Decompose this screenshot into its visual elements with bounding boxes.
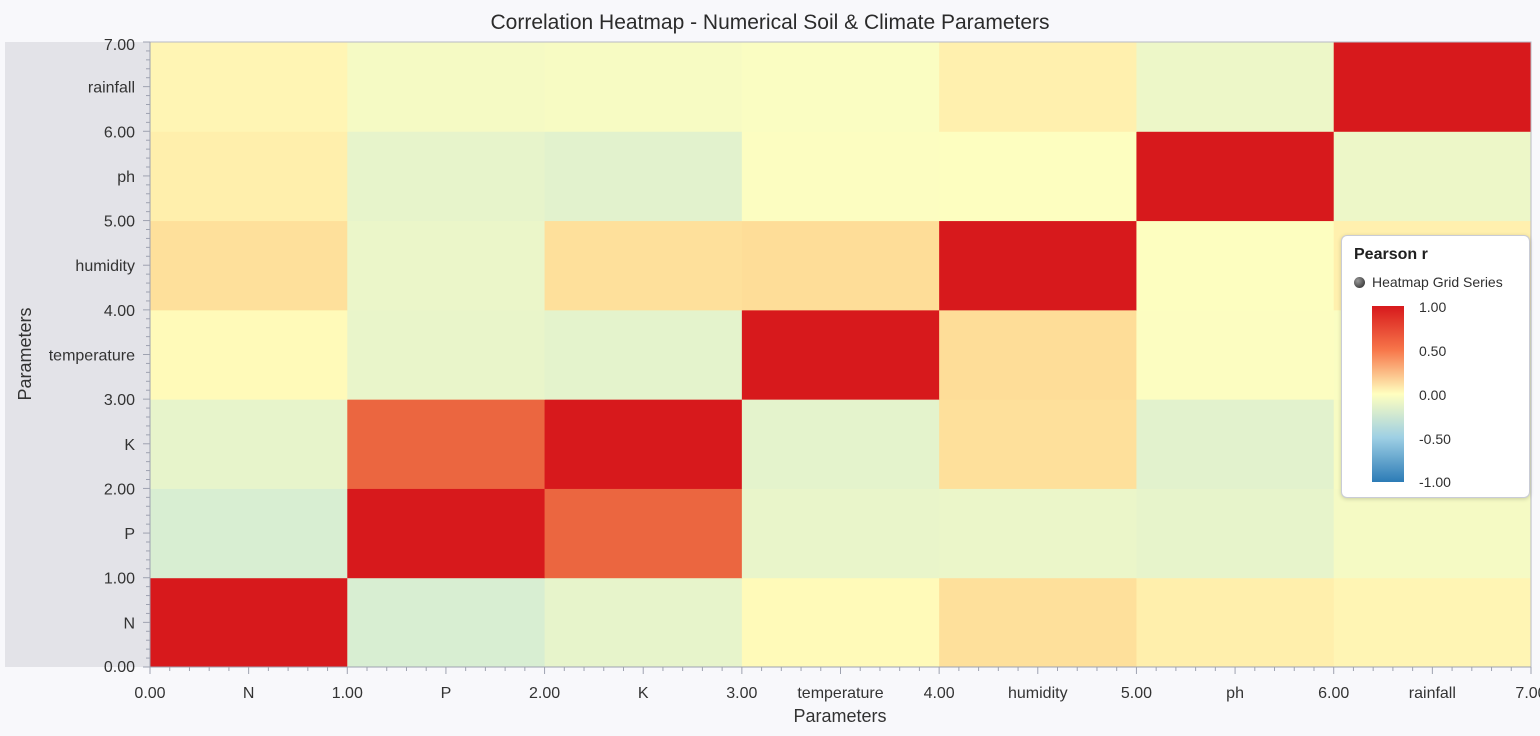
heatmap-cell-humidity-humidity xyxy=(939,220,1137,311)
legend-tick-label: -1.00 xyxy=(1419,474,1451,490)
heatmap-cells xyxy=(150,42,1532,668)
heatmap-cell-K-ph xyxy=(1136,399,1335,489)
x-tick-label: 7.00 xyxy=(1515,685,1540,702)
legend-series-label: Heatmap Grid Series xyxy=(1372,274,1503,290)
heatmap-cell-N-N xyxy=(150,577,348,668)
x-tick-label: ph xyxy=(1226,685,1244,702)
heatmap-cell-P-N xyxy=(150,488,348,579)
y-tick-label: rainfall xyxy=(88,80,135,97)
heatmap-cell-N-humidity xyxy=(939,577,1137,668)
heatmap-cell-rainfall-ph xyxy=(1136,42,1335,132)
y-tick-label: P xyxy=(124,526,135,543)
heatmap-cell-P-P xyxy=(347,488,546,579)
y-axis-label: Parameters xyxy=(15,307,35,400)
heatmap-cell-ph-K xyxy=(544,131,743,222)
heatmap-cell-rainfall-P xyxy=(347,42,546,132)
x-axis-label: Parameters xyxy=(793,706,886,726)
heatmap-cell-K-K xyxy=(544,399,743,489)
heatmap-cell-K-temperature xyxy=(741,399,940,489)
x-tick-label: 2.00 xyxy=(529,685,560,702)
heatmap-cell-rainfall-temperature xyxy=(741,42,940,132)
legend-color-bar xyxy=(1372,306,1404,482)
x-axis: 0.00 N 1.00 P 2.00 K 3.00 temperature 4.00 humidi… xyxy=(134,666,1540,702)
heatmap-cell-rainfall-N xyxy=(150,42,348,132)
y-tick-label: N xyxy=(123,615,135,632)
heatmap-cell-K-N xyxy=(150,399,348,489)
y-tick-label: ph xyxy=(117,169,135,186)
heatmap-cell-ph-humidity xyxy=(939,131,1137,222)
heatmap-cell-temperature-N xyxy=(150,309,348,400)
heatmap-cell-P-K xyxy=(544,488,743,579)
y-tick-label: temperature xyxy=(49,348,135,365)
heatmap-cell-N-P xyxy=(347,577,546,668)
heatmap-cell-rainfall-humidity xyxy=(939,42,1137,132)
heatmap-cell-humidity-P xyxy=(347,220,546,311)
x-tick-label: humidity xyxy=(1008,685,1068,702)
y-axis: 0.00 N 1.00 P 2.00 K 3.00 temperature 4.00 humidi… xyxy=(49,37,151,676)
heatmap-cell-P-humidity xyxy=(939,488,1137,579)
color-legend: Pearson r Heatmap Grid Series 1.00 0.50 … xyxy=(1341,235,1530,498)
legend-series-entry[interactable]: Heatmap Grid Series xyxy=(1354,274,1503,290)
x-tick-label: 0.00 xyxy=(134,685,165,702)
x-tick-label: 6.00 xyxy=(1318,685,1349,702)
heatmap-cell-K-P xyxy=(347,399,546,489)
x-tick-label: temperature xyxy=(797,685,883,702)
legend-tick-label: 0.50 xyxy=(1419,343,1447,359)
y-tick-label: 5.00 xyxy=(104,214,135,231)
y-tick-label: 1.00 xyxy=(104,571,135,588)
series-dot-icon xyxy=(1354,276,1365,288)
y-tick-label: humidity xyxy=(75,258,135,275)
heatmap-cell-N-K xyxy=(544,577,743,668)
x-tick-label: 4.00 xyxy=(924,685,955,702)
x-tick-label: 1.00 xyxy=(332,685,363,702)
y-tick-label: 3.00 xyxy=(104,392,135,409)
heatmap-cell-ph-rainfall xyxy=(1333,131,1532,222)
heatmap-cell-rainfall-K xyxy=(544,42,743,132)
y-tick-label: 0.00 xyxy=(104,659,135,676)
heatmap-cell-N-ph xyxy=(1136,577,1335,668)
x-tick-label: P xyxy=(441,685,452,702)
heatmap-cell-humidity-temperature xyxy=(741,220,940,311)
chart-title: Correlation Heatmap - Numerical Soil & C… xyxy=(490,11,1049,34)
heatmap-cell-temperature-P xyxy=(347,309,546,400)
y-tick-label: 6.00 xyxy=(104,124,135,141)
heatmap-cell-P-ph xyxy=(1136,488,1335,579)
y-tick-label: 7.00 xyxy=(104,37,135,54)
x-tick-label: 3.00 xyxy=(726,685,757,702)
heatmap-cell-humidity-K xyxy=(544,220,743,311)
heatmap-cell-ph-temperature xyxy=(741,131,940,222)
heatmap-cell-N-temperature xyxy=(741,577,940,668)
heatmap-cell-P-temperature xyxy=(741,488,940,579)
heatmap-cell-temperature-ph xyxy=(1136,309,1335,400)
y-axis-band xyxy=(5,42,150,667)
y-tick-label: 2.00 xyxy=(104,481,135,498)
legend-tick-label: 1.00 xyxy=(1419,299,1447,315)
heatmap-cell-ph-ph xyxy=(1136,131,1335,222)
heatmap-cell-temperature-humidity xyxy=(939,309,1137,400)
x-tick-label: 5.00 xyxy=(1121,685,1152,702)
heatmap-cell-P-rainfall xyxy=(1333,488,1532,579)
x-tick-label: rainfall xyxy=(1409,685,1456,702)
legend-tick-label: -0.50 xyxy=(1419,431,1451,447)
heatmap-cell-temperature-K xyxy=(544,309,743,400)
heatmap-cell-rainfall-rainfall xyxy=(1333,42,1532,132)
x-tick-label: K xyxy=(638,685,649,702)
heatmap-cell-ph-N xyxy=(150,131,348,222)
heatmap-cell-humidity-N xyxy=(150,220,348,311)
heatmap-cell-ph-P xyxy=(347,131,546,222)
heatmap-cell-N-rainfall xyxy=(1333,577,1532,668)
y-tick-label: K xyxy=(124,437,135,454)
x-tick-label: N xyxy=(243,685,255,702)
legend-title: Pearson r xyxy=(1354,246,1428,263)
legend-tick-label: 0.00 xyxy=(1419,387,1447,403)
y-tick-label: 4.00 xyxy=(104,303,135,320)
heatmap-cell-humidity-ph xyxy=(1136,220,1335,311)
heatmap-cell-K-humidity xyxy=(939,399,1137,489)
heatmap-cell-temperature-temperature xyxy=(741,309,940,400)
